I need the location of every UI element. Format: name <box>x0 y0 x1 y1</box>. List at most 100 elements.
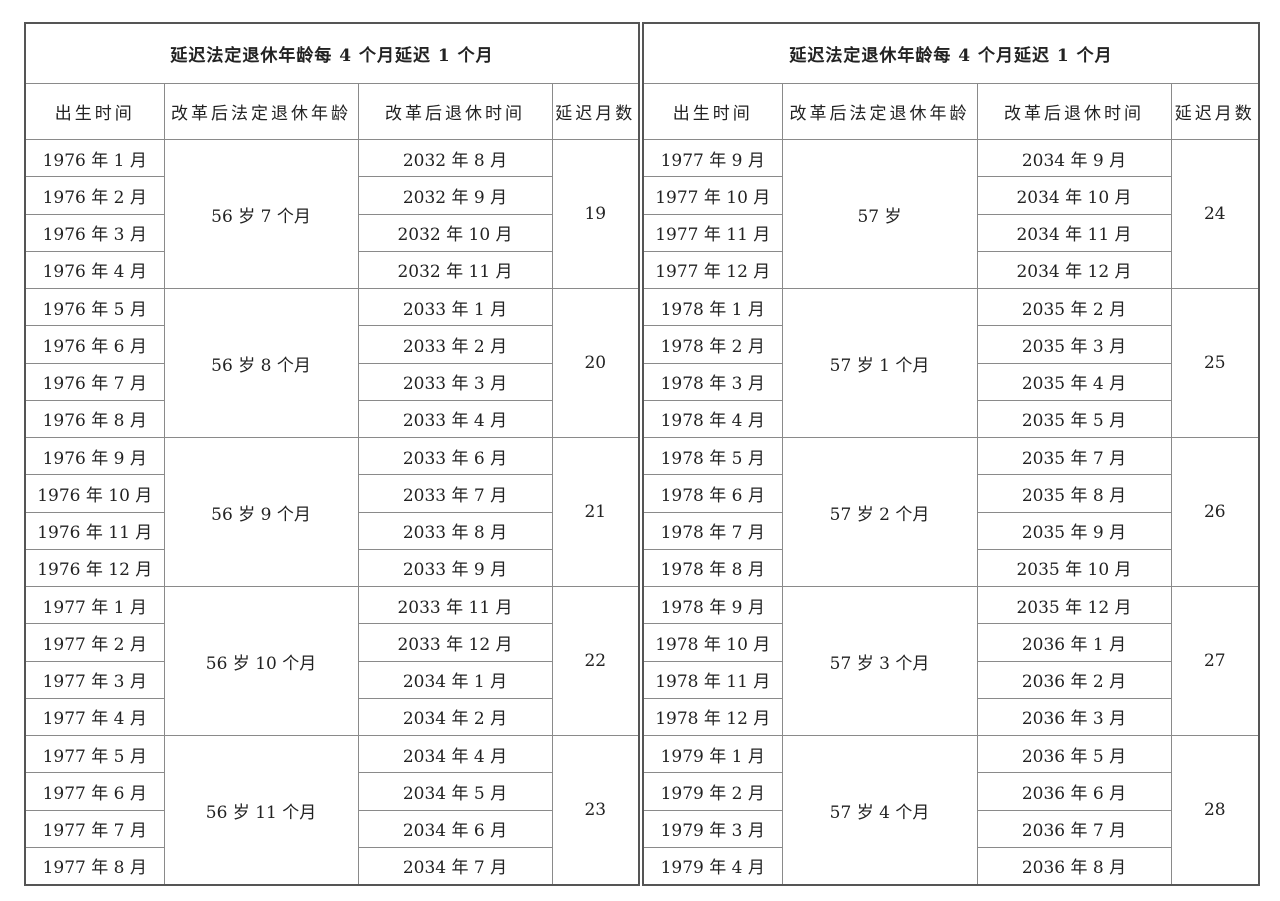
header-retirement-age: 改革后法定退休年龄 <box>163 83 359 140</box>
delay-months-cell: 23 <box>551 735 640 886</box>
retirement-age-cell: 56 岁 11 个月 <box>163 735 359 886</box>
table-row: 1979 年 2 月 2036 年 6 月 <box>642 772 1259 811</box>
retirement-date-cell: 2034 年 6 月 <box>357 809 553 848</box>
birth-date-cell: 1976 年 5 月 <box>24 287 165 327</box>
birth-date-cell: 1977 年 2 月 <box>24 623 165 662</box>
retirement-date-cell: 2036 年 1 月 <box>976 623 1172 662</box>
retirement-date-cell: 2035 年 7 月 <box>976 436 1172 476</box>
table-row: 1978 年 9 月 57 岁 3 个月 2035 年 12 月 27 <box>642 585 1260 736</box>
birth-date-cell: 1978 年 9 月 <box>642 585 783 625</box>
retirement-date-cell: 2035 年 2 月 <box>976 287 1172 327</box>
retirement-table-left: 延迟法定退休年龄每 4 个月延迟 1 个月 出生时间 改革后法定退休年龄 改革后退休时… <box>24 22 641 886</box>
birth-date-cell: 1976 年 1 月 <box>24 138 165 178</box>
birth-date-cell: 1977 年 7 月 <box>24 809 165 848</box>
birth-date-cell: 1979 年 3 月 <box>642 809 783 848</box>
table-row: 1978 年 6 月 2035 年 8 月 <box>642 474 1259 513</box>
retirement-date-cell: 2034 年 9 月 <box>976 138 1172 178</box>
retirement-date-cell: 2035 年 5 月 <box>976 399 1172 439</box>
birth-date-cell: 1978 年 3 月 <box>642 362 783 401</box>
retirement-age-cell: 57 岁 1 个月 <box>781 288 978 438</box>
table-row: 1977 年 4 月 2034 年 2 月 <box>24 697 639 737</box>
retirement-date-cell: 2034 年 2 月 <box>357 697 553 737</box>
retirement-age-cell: 56 岁 9 个月 <box>163 437 359 587</box>
table-row: 1977 年 2 月 2033 年 12 月 <box>24 623 639 662</box>
retirement-date-cell: 2036 年 3 月 <box>976 697 1172 737</box>
retirement-date-cell: 2036 年 6 月 <box>976 772 1172 811</box>
table-title: 延迟法定退休年龄每 4 个月延迟 1 个月 <box>24 22 640 84</box>
birth-date-cell: 1976 年 11 月 <box>24 511 165 550</box>
delay-months-cell: 24 <box>1170 139 1260 289</box>
retirement-date-cell: 2034 年 11 月 <box>976 213 1172 252</box>
table-row: 1976 年 4 月 2032 年 11 月 <box>24 250 639 290</box>
table-row: 1979 年 3 月 2036 年 7 月 <box>642 809 1259 848</box>
birth-date-cell: 1978 年 12 月 <box>642 697 783 737</box>
retirement-date-cell: 2033 年 1 月 <box>357 287 553 327</box>
retirement-age-cell: 56 岁 8 个月 <box>163 288 359 438</box>
retirement-date-cell: 2032 年 9 月 <box>357 176 553 215</box>
retirement-date-cell: 2036 年 7 月 <box>976 809 1172 848</box>
table-row: 1976 年 6 月 2033 年 2 月 <box>24 325 639 364</box>
retirement-date-cell: 2035 年 4 月 <box>976 362 1172 401</box>
retirement-date-cell: 2034 年 5 月 <box>357 772 553 811</box>
birth-date-cell: 1979 年 2 月 <box>642 772 783 811</box>
birth-date-cell: 1976 年 6 月 <box>24 325 165 364</box>
birth-date-cell: 1977 年 6 月 <box>24 772 165 811</box>
table-row: 1978 年 11 月 2036 年 2 月 <box>642 660 1259 699</box>
birth-date-cell: 1977 年 11 月 <box>642 213 783 252</box>
table-row: 1976 年 1 月 56 岁 7 个月 2032 年 8 月 19 <box>24 138 640 289</box>
birth-date-cell: 1978 年 6 月 <box>642 474 783 513</box>
table-row: 1976 年 9 月 56 岁 9 个月 2033 年 6 月 21 <box>24 436 640 587</box>
table-row: 1977 年 10 月 2034 年 10 月 <box>642 176 1259 215</box>
delay-months-cell: 28 <box>1170 735 1260 886</box>
birth-date-cell: 1976 年 9 月 <box>24 436 165 476</box>
delay-months-cell: 26 <box>1170 437 1260 587</box>
birth-date-cell: 1978 年 4 月 <box>642 399 783 439</box>
retirement-date-cell: 2033 年 6 月 <box>357 436 553 476</box>
table-row: 1976 年 8 月 2033 年 4 月 <box>24 399 639 439</box>
table-row: 1976 年 11 月 2033 年 8 月 <box>24 511 639 550</box>
birth-date-cell: 1976 年 2 月 <box>24 176 165 215</box>
table-row: 1976 年 12 月 2033 年 9 月 <box>24 548 639 588</box>
header-delay-months: 延迟月数 <box>551 83 640 140</box>
birth-date-cell: 1976 年 7 月 <box>24 362 165 401</box>
retirement-date-cell: 2033 年 2 月 <box>357 325 553 364</box>
table-title: 延迟法定退休年龄每 4 个月延迟 1 个月 <box>642 22 1260 84</box>
table-row: 1977 年 9 月 57 岁 2034 年 9 月 24 <box>642 138 1260 289</box>
table-row: 1977 年 11 月 2034 年 11 月 <box>642 213 1259 252</box>
birth-date-cell: 1976 年 8 月 <box>24 399 165 439</box>
table-row: 1978 年 5 月 57 岁 2 个月 2035 年 7 月 26 <box>642 436 1260 587</box>
retirement-date-cell: 2033 年 3 月 <box>357 362 553 401</box>
delay-months-cell: 21 <box>551 437 640 587</box>
birth-date-cell: 1978 年 8 月 <box>642 548 783 588</box>
birth-date-cell: 1977 年 4 月 <box>24 697 165 737</box>
delay-months-cell: 27 <box>1170 586 1260 736</box>
birth-date-cell: 1977 年 10 月 <box>642 176 783 215</box>
header-row: 出生时间 改革后法定退休年龄 改革后退休时间 延迟月数 <box>24 83 640 140</box>
table-row: 1979 年 1 月 57 岁 4 个月 2036 年 5 月 28 <box>642 734 1260 886</box>
retirement-date-cell: 2035 年 12 月 <box>976 585 1172 625</box>
retirement-date-cell: 2036 年 8 月 <box>976 846 1172 886</box>
retirement-age-cell: 57 岁 4 个月 <box>781 735 978 886</box>
retirement-date-cell: 2034 年 10 月 <box>976 176 1172 215</box>
retirement-age-cell: 57 岁 3 个月 <box>781 586 978 736</box>
birth-date-cell: 1978 年 1 月 <box>642 287 783 327</box>
table-row: 1977 年 1 月 56 岁 10 个月 2033 年 11 月 22 <box>24 585 640 736</box>
retirement-date-cell: 2033 年 4 月 <box>357 399 553 439</box>
header-retirement-date: 改革后退休时间 <box>976 83 1172 140</box>
retirement-date-cell: 2035 年 8 月 <box>976 474 1172 513</box>
table-row: 1977 年 3 月 2034 年 1 月 <box>24 660 639 699</box>
table-row: 1978 年 3 月 2035 年 4 月 <box>642 362 1259 401</box>
birth-date-cell: 1978 年 5 月 <box>642 436 783 476</box>
header-delay-months: 延迟月数 <box>1170 83 1260 140</box>
retirement-date-cell: 2032 年 10 月 <box>357 213 553 252</box>
header-retirement-date: 改革后退休时间 <box>357 83 553 140</box>
birth-date-cell: 1977 年 9 月 <box>642 138 783 178</box>
delay-months-cell: 25 <box>1170 288 1260 438</box>
retirement-date-cell: 2035 年 10 月 <box>976 548 1172 588</box>
birth-date-cell: 1978 年 11 月 <box>642 660 783 699</box>
table-row: 1978 年 1 月 57 岁 1 个月 2035 年 2 月 25 <box>642 287 1260 438</box>
table-row: 1976 年 5 月 56 岁 8 个月 2033 年 1 月 20 <box>24 287 640 438</box>
retirement-date-cell: 2033 年 7 月 <box>357 474 553 513</box>
retirement-date-cell: 2036 年 2 月 <box>976 660 1172 699</box>
birth-date-cell: 1976 年 3 月 <box>24 213 165 252</box>
